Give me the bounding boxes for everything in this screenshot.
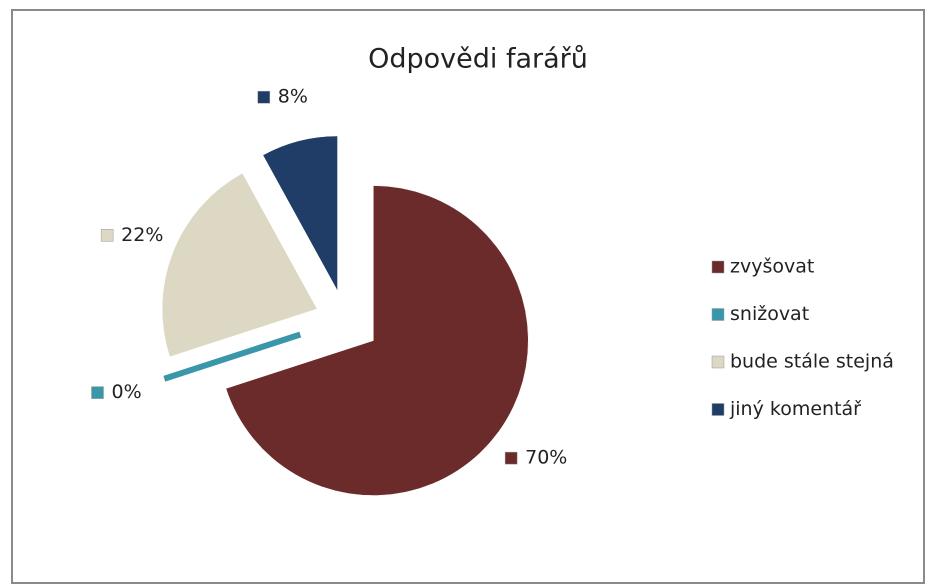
pie-slice xyxy=(163,331,302,382)
data-label: 0% xyxy=(112,381,142,403)
label-marker xyxy=(257,90,271,104)
legend-label: zvyšovat xyxy=(730,256,814,278)
legend-marker xyxy=(711,403,725,416)
legend-label: jiný komentář xyxy=(729,398,861,420)
pie-slice xyxy=(262,135,338,292)
pie-slice xyxy=(161,172,318,358)
legend-label: bude stále stejná xyxy=(730,351,894,373)
pie-slice xyxy=(225,185,529,496)
legend-marker xyxy=(711,355,725,369)
legend-marker xyxy=(711,260,725,274)
label-marker xyxy=(504,451,518,465)
data-label: 70% xyxy=(525,447,567,469)
legend-marker xyxy=(711,308,725,321)
data-label: 8% xyxy=(278,86,308,108)
data-label: 22% xyxy=(121,224,163,246)
label-marker xyxy=(91,386,104,399)
label-marker xyxy=(100,229,114,242)
chart-title: Odpovědi farářů xyxy=(368,44,588,75)
legend-label: snižovat xyxy=(730,303,809,325)
